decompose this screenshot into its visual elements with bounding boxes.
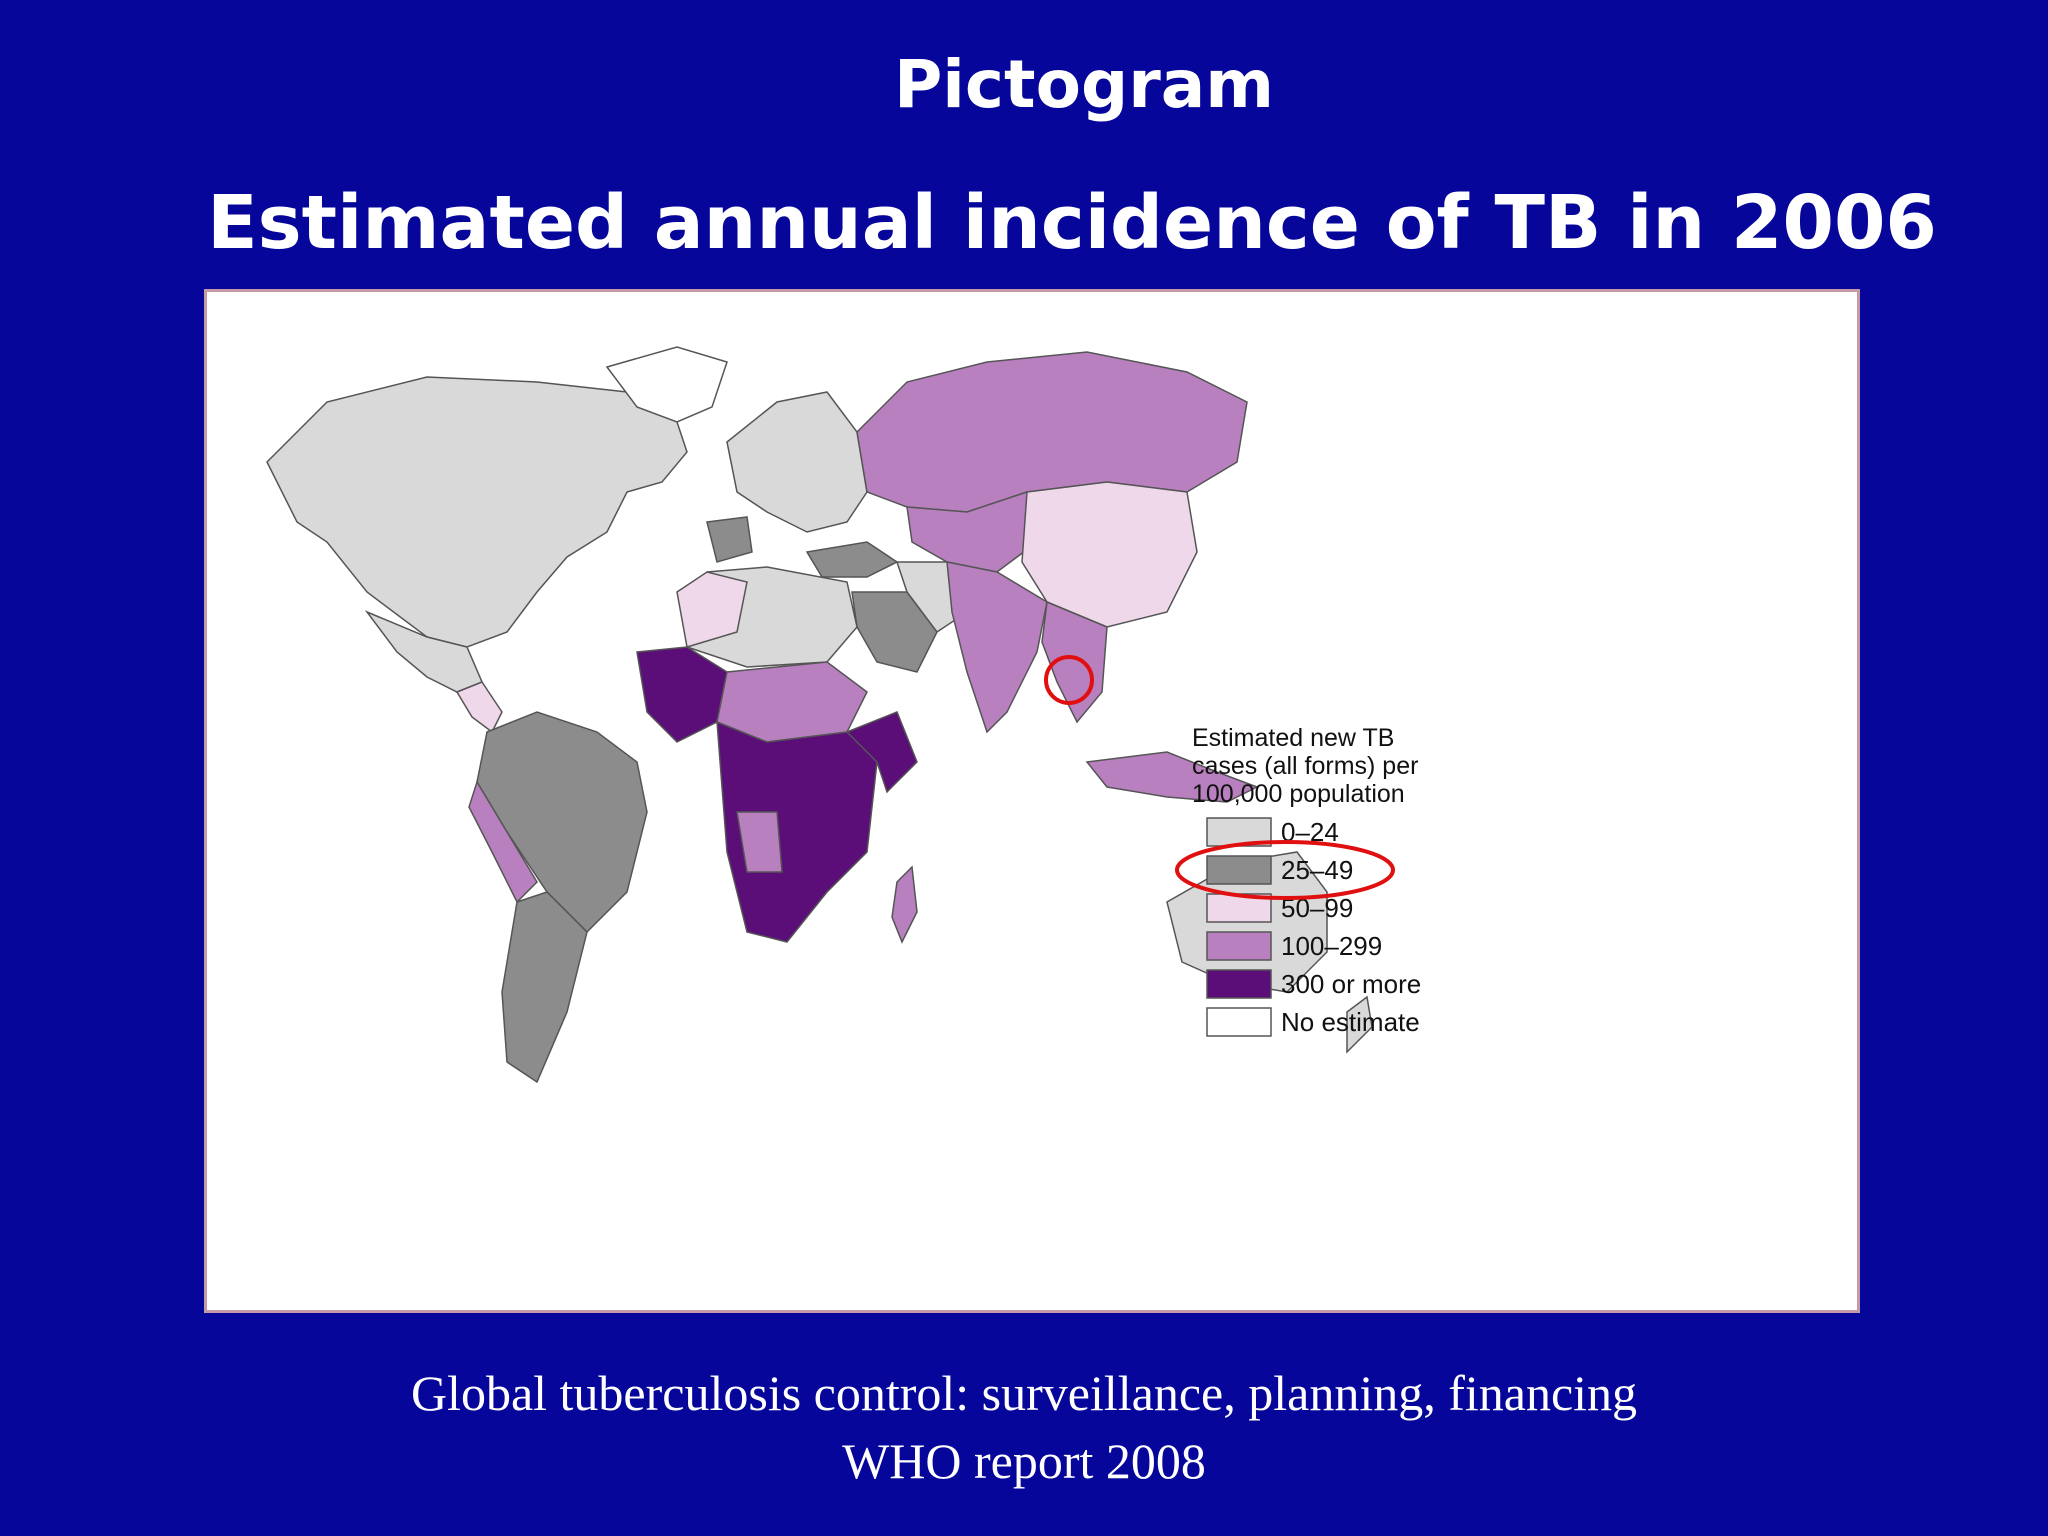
region-europe [726,391,868,533]
region-turkey [805,541,899,578]
legend-swatch-3 [1206,931,1272,961]
highlight-ellipse-legend [1175,840,1395,900]
slide-subtitle: Estimated annual incidence of TB in 2006 [207,180,1937,266]
region-iberia [706,516,753,563]
region-north-america [266,376,688,648]
region-west-africa [636,646,728,743]
region-south-america-north [476,711,648,934]
region-new-zealand [1346,995,1373,1054]
slide-title: Pictogram [893,46,1275,123]
map-panel: Estimated new TB cases (all forms) per 1… [204,289,1860,1313]
region-central-africa [716,720,878,943]
legend-title-line-1: Estimated new TB [1192,724,1394,752]
region-central-america [455,681,503,734]
map-legend: Estimated new TB cases (all forms) per 1… [1175,724,1421,1037]
legend-label-1: 25–49 [1281,855,1353,885]
legend-label-4: 300 or more [1281,969,1421,999]
region-south-asia [946,561,1048,734]
region-madagascar [891,865,918,944]
legend-label-3: 100–299 [1281,931,1382,961]
region-greenland [605,346,728,423]
legend-swatch-4 [1206,969,1272,999]
world-map: Estimated new TB cases (all forms) per 1… [266,346,1421,1084]
region-maghreb [676,571,748,648]
region-china [1021,481,1198,628]
legend-swatch-1 [1206,855,1272,885]
highlight-circle-middle-east [1044,655,1094,705]
region-russia [856,351,1248,513]
legend-title-line-2: cases (all forms) per [1192,752,1418,780]
legend-label-5: No estimate [1281,1007,1420,1037]
legend-swatch-5 [1206,1007,1272,1037]
region-south-america-south [501,891,588,1084]
caption-line-1: Global tuberculosis control: surveillanc… [410,1365,1638,1421]
region-sahel [716,661,868,743]
region-horn-africa [845,711,918,794]
legend-title-line-3: 100,000 population [1192,780,1405,808]
region-angola [736,811,783,873]
region-central-asia [906,491,1038,573]
region-indonesia [1085,751,1259,803]
caption-line-2: WHO report 2008 [842,1433,1206,1489]
